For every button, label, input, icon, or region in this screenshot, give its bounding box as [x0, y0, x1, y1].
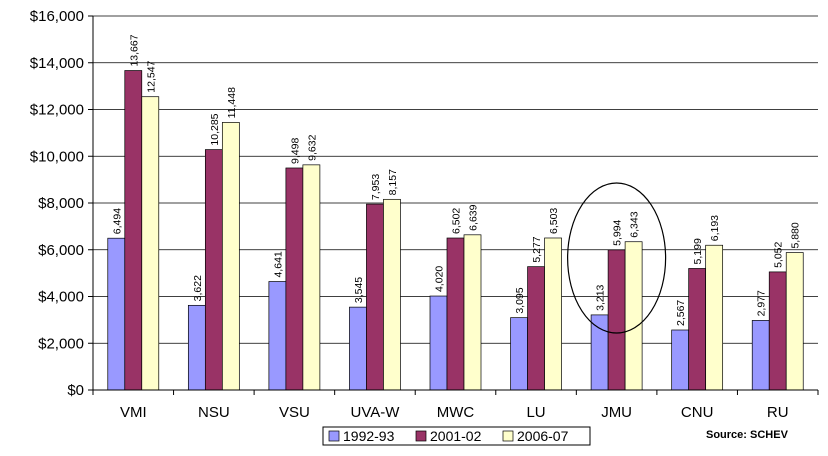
data-label: 4,641	[272, 251, 284, 277]
data-label: 6,193	[709, 215, 721, 241]
legend-swatch	[502, 430, 514, 442]
bar-2001-02-JMU	[607, 249, 626, 391]
bar-1992-93-NSU	[187, 304, 206, 391]
x-tick-labels: VMI NSU VSU UVA-W MWC LU JMU CNU RU	[120, 404, 789, 421]
y-tick-label: $0	[67, 382, 84, 399]
data-label: 5,199	[692, 238, 704, 264]
y-tick-label: $16,000	[30, 8, 84, 25]
x-tick-label: NSU	[198, 404, 230, 421]
x-tick-label: VSU	[279, 404, 310, 421]
bar-2006-07-CNU	[705, 244, 724, 391]
data-label: 3,213	[595, 284, 607, 310]
data-label: 6,639	[468, 204, 480, 230]
x-tick-label: LU	[526, 404, 545, 421]
legend: 1992-93 2001-02 2006-07	[322, 426, 591, 446]
data-label: 13,667	[128, 34, 140, 66]
data-label: 5,880	[790, 222, 802, 248]
bar-2001-02-LU	[527, 266, 545, 391]
x-tick-label: UVA-W	[350, 404, 400, 421]
y-tick-label: $10,000	[30, 148, 84, 165]
y-tick-label: $14,000	[30, 55, 84, 72]
bar-2006-07-RU	[785, 252, 804, 391]
data-label: 6,343	[629, 211, 641, 237]
bar-1992-93-CNU	[671, 329, 690, 391]
data-label: 9,632	[306, 134, 318, 160]
value-labels: 6,494 13,667 12,547 3,622 10,285 11,448 4,641 9…	[111, 34, 801, 326]
data-label: 8,157	[387, 169, 399, 195]
bar-2006-07-LU	[544, 237, 562, 391]
bar-1992-93-UVA-W	[349, 306, 367, 391]
x-tick-label: VMI	[120, 404, 147, 421]
bar-2006-07-NSU	[221, 122, 240, 391]
y-tick-label: $2,000	[38, 335, 84, 352]
data-label: 6,503	[548, 208, 560, 234]
y-tick-label: $4,000	[38, 289, 84, 306]
data-label: 6,502	[451, 208, 463, 234]
legend-label: 2006-07	[517, 428, 569, 444]
data-label: 5,052	[773, 241, 785, 267]
bar-2001-02-NSU	[204, 149, 223, 391]
data-label: 5,277	[531, 236, 543, 262]
legend-box	[322, 426, 591, 446]
legend-swatch	[328, 430, 340, 442]
bar-1992-93-LU	[510, 317, 528, 391]
data-label: 11,448	[226, 87, 238, 118]
y-tick-label: $8,000	[38, 195, 84, 212]
legend-label: 2001-02	[430, 428, 482, 444]
bar-1992-93-VMI	[107, 237, 126, 391]
y-tick-label: $12,000	[30, 102, 84, 119]
bar-2006-07-VMI	[141, 96, 160, 391]
bar-2001-02-UVA-W	[366, 203, 384, 391]
data-label: 2,567	[675, 300, 687, 326]
data-label: 6,494	[111, 208, 123, 234]
data-label: 12,547	[145, 60, 157, 92]
x-tick-label: CNU	[681, 404, 714, 421]
source-note: Source: SCHEV	[706, 429, 788, 441]
legend-swatch	[415, 430, 427, 442]
data-label: 10,285	[209, 113, 221, 145]
x-tick-label: MWC	[437, 404, 475, 421]
data-label: 9,498	[289, 138, 301, 164]
bar-2006-07-UVA-W	[383, 198, 401, 391]
data-label: 3,095	[514, 287, 526, 313]
data-label: 3,622	[192, 275, 204, 301]
y-tick-labels: $0 $2,000 $4,000 $6,000 $8,000 $10,000 $12,000…	[30, 8, 84, 399]
y-tick-label: $6,000	[38, 242, 84, 259]
highlight-ellipse	[567, 182, 667, 334]
bar-2001-02-CNU	[688, 268, 707, 391]
bars	[107, 70, 804, 391]
data-label: 2,977	[756, 290, 768, 316]
data-label: 5,994	[612, 219, 624, 245]
bar-2006-07-JMU	[624, 241, 643, 391]
bar-2001-02-VMI	[124, 70, 143, 391]
bar-1992-93-RU	[751, 320, 770, 391]
data-label: 7,953	[370, 174, 382, 200]
bar-2001-02-VSU	[285, 167, 304, 391]
data-label: 4,020	[434, 266, 446, 292]
bar-1992-93-VSU	[268, 281, 287, 391]
bar-1992-93-MWC	[429, 295, 448, 391]
bar-2001-02-RU	[768, 271, 787, 391]
bar-2001-02-MWC	[446, 237, 465, 391]
axes	[88, 15, 819, 395]
bar-2006-07-MWC	[463, 234, 482, 391]
bar-1992-93-JMU	[590, 314, 609, 391]
data-label: 3,545	[353, 277, 365, 303]
x-tick-label: RU	[767, 404, 789, 421]
legend-label: 1992-93	[343, 428, 395, 444]
highlight	[567, 182, 667, 334]
bar-2006-07-VSU	[302, 164, 321, 391]
x-tick-label: JMU	[601, 404, 632, 421]
